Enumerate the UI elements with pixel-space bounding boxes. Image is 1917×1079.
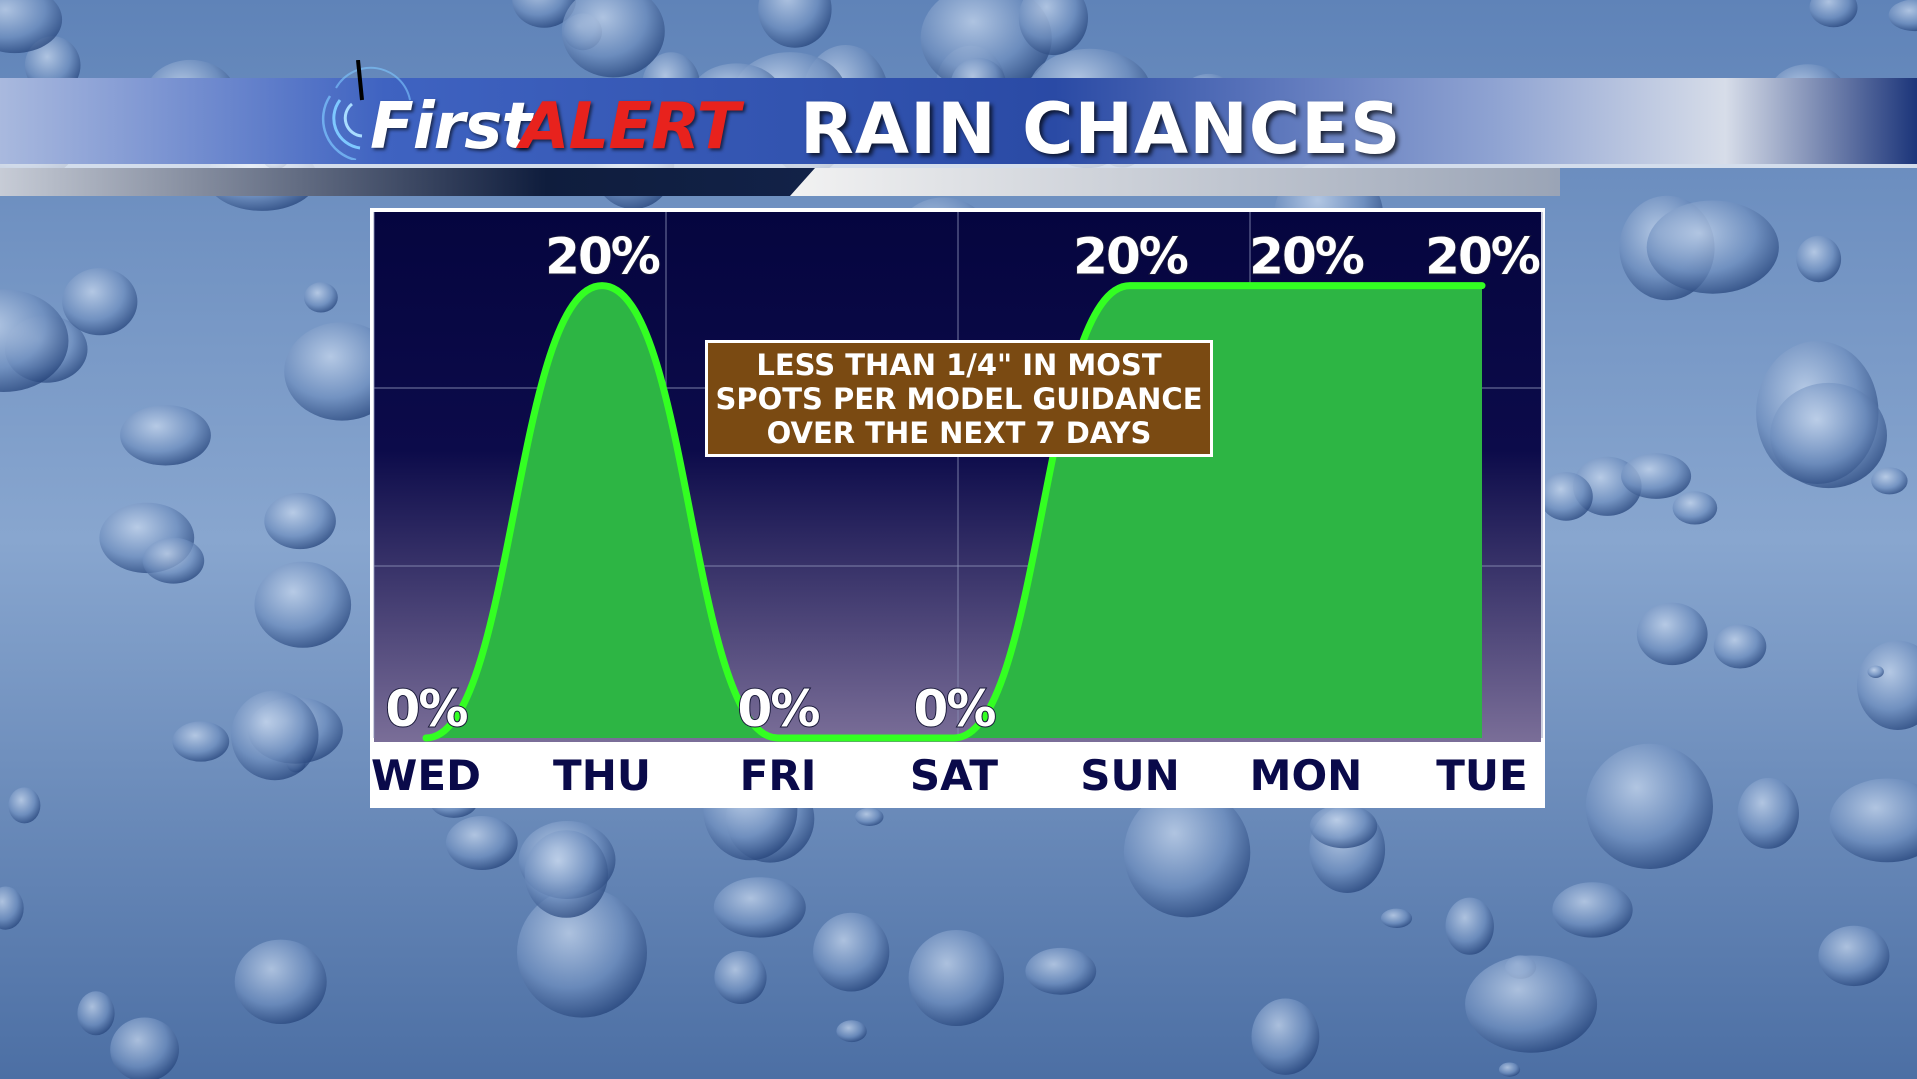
water-droplet — [1025, 947, 1097, 995]
radar-antenna-icon — [321, 60, 411, 160]
value-label: 20% — [1073, 228, 1188, 286]
water-droplet — [1621, 453, 1692, 499]
water-droplet — [517, 887, 647, 1018]
rain-chance-chart: 0% 20% 0% 0% 20% 20% 20% WED THU FRI SAT SUN MON TUE — [370, 208, 1545, 808]
note-line-1: LESS THAN 1/4" IN MOST — [756, 347, 1162, 382]
water-droplet — [1309, 804, 1378, 849]
water-droplet — [524, 830, 608, 918]
day-label: FRI — [740, 751, 817, 800]
water-droplet — [1857, 640, 1917, 730]
water-droplet — [512, 0, 576, 28]
water-droplet — [1867, 665, 1884, 678]
water-droplet — [0, 0, 63, 54]
water-droplet — [855, 807, 884, 827]
water-droplet — [920, 0, 1052, 93]
water-droplet — [1770, 382, 1887, 489]
water-droplet — [0, 289, 69, 392]
rain-chance-area — [426, 285, 1482, 738]
water-droplet — [1713, 624, 1767, 669]
water-droplet — [110, 1017, 179, 1079]
water-droplet — [1646, 200, 1779, 294]
water-droplet — [77, 991, 115, 1036]
water-droplet — [1672, 491, 1718, 525]
day-label: SUN — [1080, 751, 1180, 800]
water-droplet — [62, 268, 138, 336]
day-label: TUE — [1436, 751, 1527, 800]
water-droplet — [1539, 472, 1593, 521]
water-droplet — [234, 939, 327, 1024]
water-droplet — [172, 721, 230, 762]
value-label: 0% — [914, 680, 996, 738]
water-droplet — [561, 0, 665, 78]
water-droplet — [1585, 743, 1713, 870]
brand-first: First — [370, 90, 532, 164]
water-droplet — [8, 787, 41, 824]
water-droplet — [1871, 467, 1908, 495]
water-droplet — [714, 951, 767, 1004]
water-droplet — [1018, 0, 1088, 56]
day-label: SAT — [910, 751, 998, 800]
water-droplet — [1552, 882, 1633, 938]
brand-alert: ALERT — [520, 90, 740, 164]
water-droplet — [1251, 998, 1320, 1075]
water-droplet — [1737, 778, 1800, 849]
header-banner — [0, 78, 1917, 196]
water-droplet — [1818, 925, 1890, 987]
water-droplet — [445, 816, 518, 870]
water-droplet — [1796, 235, 1842, 283]
note-line-3: OVER THE NEXT 7 DAYS — [766, 415, 1152, 450]
value-label: 0% — [738, 680, 820, 738]
water-droplet — [1123, 787, 1251, 918]
rain-chance-line — [422, 282, 1486, 742]
page-title: RAIN CHANCES — [800, 88, 1402, 170]
water-droplet — [120, 405, 211, 466]
note-line-2: SPOTS PER MODEL GUIDANCE — [715, 381, 1203, 416]
water-droplet — [1380, 908, 1413, 928]
day-label: THU — [553, 751, 651, 800]
value-label: 20% — [1425, 228, 1540, 286]
value-label: 20% — [1249, 228, 1364, 286]
water-droplet — [142, 537, 205, 584]
water-droplet — [1809, 0, 1858, 28]
water-droplet — [1445, 897, 1494, 955]
water-droplet — [304, 282, 338, 313]
water-droplet — [1498, 1062, 1521, 1077]
water-droplet — [1829, 778, 1917, 863]
water-droplet — [713, 877, 806, 938]
water-droplet — [836, 1020, 867, 1043]
value-label: 0% — [386, 680, 468, 738]
water-droplet — [1888, 0, 1917, 32]
water-droplet — [1636, 602, 1708, 666]
water-droplet — [264, 492, 336, 550]
water-droplet — [254, 561, 352, 648]
day-label: MON — [1250, 751, 1363, 800]
water-droplet — [758, 0, 832, 48]
water-droplet — [908, 930, 1004, 1026]
water-droplet — [813, 912, 890, 992]
water-droplet — [231, 690, 319, 781]
day-label: WED — [371, 751, 481, 800]
value-label: 20% — [545, 228, 660, 286]
precip-note-box: LESS THAN 1/4" IN MOST SPOTS PER MODEL G… — [705, 340, 1213, 457]
water-droplet — [0, 886, 24, 930]
water-droplet — [1465, 955, 1598, 1053]
